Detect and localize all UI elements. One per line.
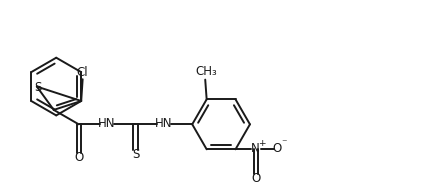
- Text: S: S: [132, 148, 139, 161]
- Text: CH₃: CH₃: [196, 65, 217, 78]
- Text: O: O: [273, 142, 282, 155]
- Text: HN: HN: [98, 117, 116, 130]
- Text: +: +: [258, 139, 265, 148]
- Text: Cl: Cl: [77, 66, 88, 79]
- Text: ⁻: ⁻: [281, 139, 287, 149]
- Text: S: S: [34, 81, 42, 94]
- Text: N: N: [251, 142, 260, 155]
- Text: O: O: [251, 172, 261, 185]
- Text: O: O: [74, 152, 83, 164]
- Text: HN: HN: [155, 117, 173, 130]
